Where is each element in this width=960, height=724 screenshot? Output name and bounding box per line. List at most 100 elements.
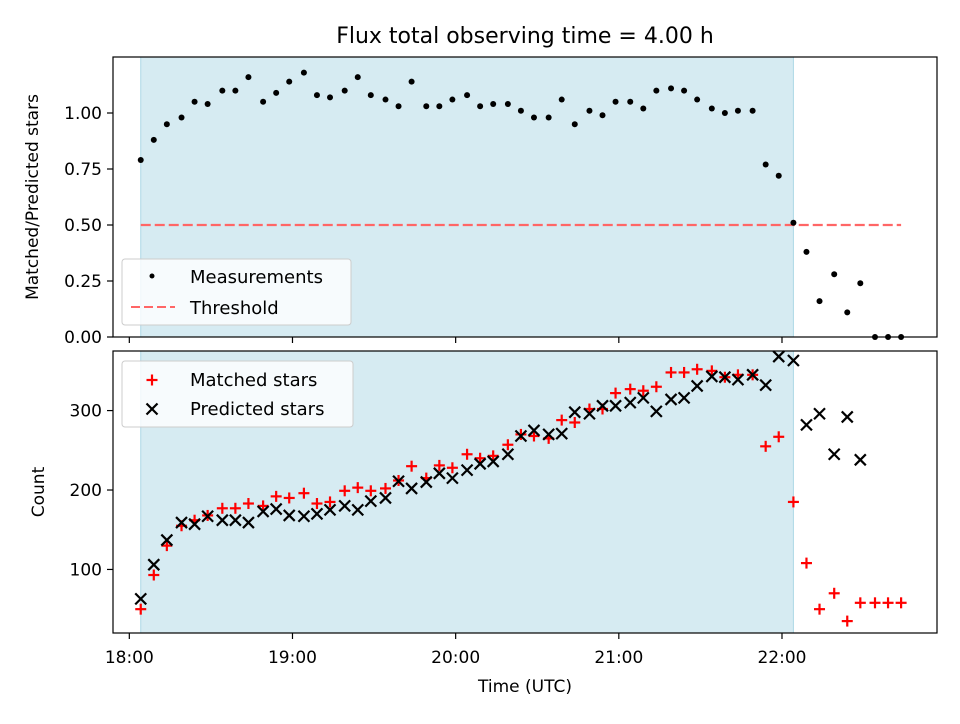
cross-b <box>650 405 663 418</box>
count-ytick-label: 100 <box>70 560 102 580</box>
matched-star-marker <box>352 482 364 494</box>
predicted-star-marker <box>433 467 446 480</box>
cross-b <box>297 509 311 523</box>
cross-b <box>338 499 351 513</box>
measurement-point <box>545 114 552 121</box>
predicted-star-marker <box>460 463 474 477</box>
cross-b <box>486 455 500 468</box>
matched-star-marker <box>841 615 853 627</box>
matched-star-marker <box>461 448 473 460</box>
time-xlabel: Time (UTC) <box>477 677 572 697</box>
matched-star-marker <box>650 381 662 393</box>
predicted-star-marker <box>379 491 392 505</box>
predicted-star-marker <box>242 516 255 529</box>
predicted-star-marker <box>446 471 459 485</box>
predicted-star-marker <box>650 405 663 418</box>
predicted-star-marker <box>160 533 174 547</box>
legend-predicted-label: Predicted stars <box>190 399 324 420</box>
cross-b <box>840 410 854 424</box>
predicted-star-marker <box>568 405 582 419</box>
predicted-star-marker <box>351 503 365 517</box>
matched-star-marker <box>487 450 499 462</box>
cross-b <box>433 467 446 480</box>
cross-b <box>583 407 596 421</box>
measurement-point <box>517 107 524 114</box>
cross-b <box>542 428 555 441</box>
predicted-star-marker <box>596 399 609 413</box>
measurement-point <box>640 105 647 112</box>
predicted-star-marker <box>772 350 786 363</box>
measurement-points <box>137 69 905 340</box>
matched-star-marker <box>216 502 228 514</box>
predicted-star-markers <box>134 350 867 606</box>
cross-b <box>854 453 867 467</box>
measurement-point <box>831 271 838 278</box>
predicted-star-marker <box>718 370 732 384</box>
legend-matched-marker <box>146 374 158 386</box>
matched-star-marker <box>365 485 377 497</box>
matched-star-marker <box>502 439 514 451</box>
measurement-point <box>436 103 443 110</box>
cross-b <box>175 516 188 529</box>
measurement-point <box>408 78 415 85</box>
matched-star-marker <box>882 597 894 609</box>
cross-b <box>269 502 283 516</box>
measurement-point <box>313 92 320 99</box>
predicted-star-marker <box>405 482 418 495</box>
cross-b <box>787 354 800 367</box>
cross-b <box>759 378 772 392</box>
measurement-point <box>681 87 688 94</box>
predicted-star-marker <box>392 474 405 488</box>
count-panel-frame <box>112 350 938 634</box>
count-ytick-label: 200 <box>70 481 102 501</box>
cross-b <box>637 391 650 405</box>
measurement-point <box>721 110 728 116</box>
ratio-legend: Measurements Threshold <box>121 258 352 326</box>
cross-b <box>623 396 637 409</box>
ratio-panel-ticks: 0.00 0.25 0.50 0.75 1.00 <box>64 104 783 348</box>
predicted-star-marker <box>637 391 650 405</box>
cross-b <box>568 405 582 419</box>
matched-star-marker <box>814 603 826 615</box>
matched-star-marker <box>135 603 147 615</box>
predicted-star-marker <box>282 509 296 522</box>
predicted-star-marker <box>787 354 800 367</box>
matched-star-marker <box>828 587 840 599</box>
measurement-point <box>449 96 456 103</box>
measurement-point <box>245 74 252 81</box>
matched-star-marker <box>324 496 336 508</box>
predicted-star-marker <box>134 592 148 606</box>
cross-b <box>501 447 515 461</box>
predicted-star-marker <box>420 475 433 489</box>
matched-star-marker <box>270 490 282 502</box>
cross-b <box>460 463 474 477</box>
cross-b <box>229 513 242 527</box>
measurement-point <box>163 121 170 128</box>
measurement-point <box>260 98 267 105</box>
predicted-star-marker <box>323 503 337 517</box>
matched-star-marker <box>854 597 866 609</box>
matched-star-marker <box>339 485 351 497</box>
matched-star-marker <box>283 492 295 504</box>
ratio-ylabel: Matched/Predicted stars <box>23 94 43 300</box>
matched-star-marker <box>773 431 785 443</box>
matched-star-marker <box>229 502 241 514</box>
matched-star-marker <box>148 569 160 581</box>
ratio-ytick-label: 0.75 <box>64 160 102 180</box>
predicted-star-marker <box>759 378 772 392</box>
ratio-ytick-label: 1.00 <box>64 104 102 124</box>
cross-b <box>242 516 255 529</box>
predicted-star-marker <box>555 427 568 440</box>
measurement-point <box>530 114 537 121</box>
matched-star-marker <box>379 482 391 494</box>
count-panel: 100 200 300 18:00 19:00 20:00 21:00 22:00 Count… <box>29 350 938 697</box>
predicted-star-marker <box>609 399 622 413</box>
measurement-point <box>341 87 348 94</box>
measurement-point <box>586 107 593 114</box>
predicted-star-marker <box>623 396 637 409</box>
measurement-point <box>599 112 606 119</box>
chart-title: Flux total observing time = 4.00 h <box>336 24 714 49</box>
cross-b <box>310 507 324 521</box>
predicted-star-marker <box>269 502 283 516</box>
